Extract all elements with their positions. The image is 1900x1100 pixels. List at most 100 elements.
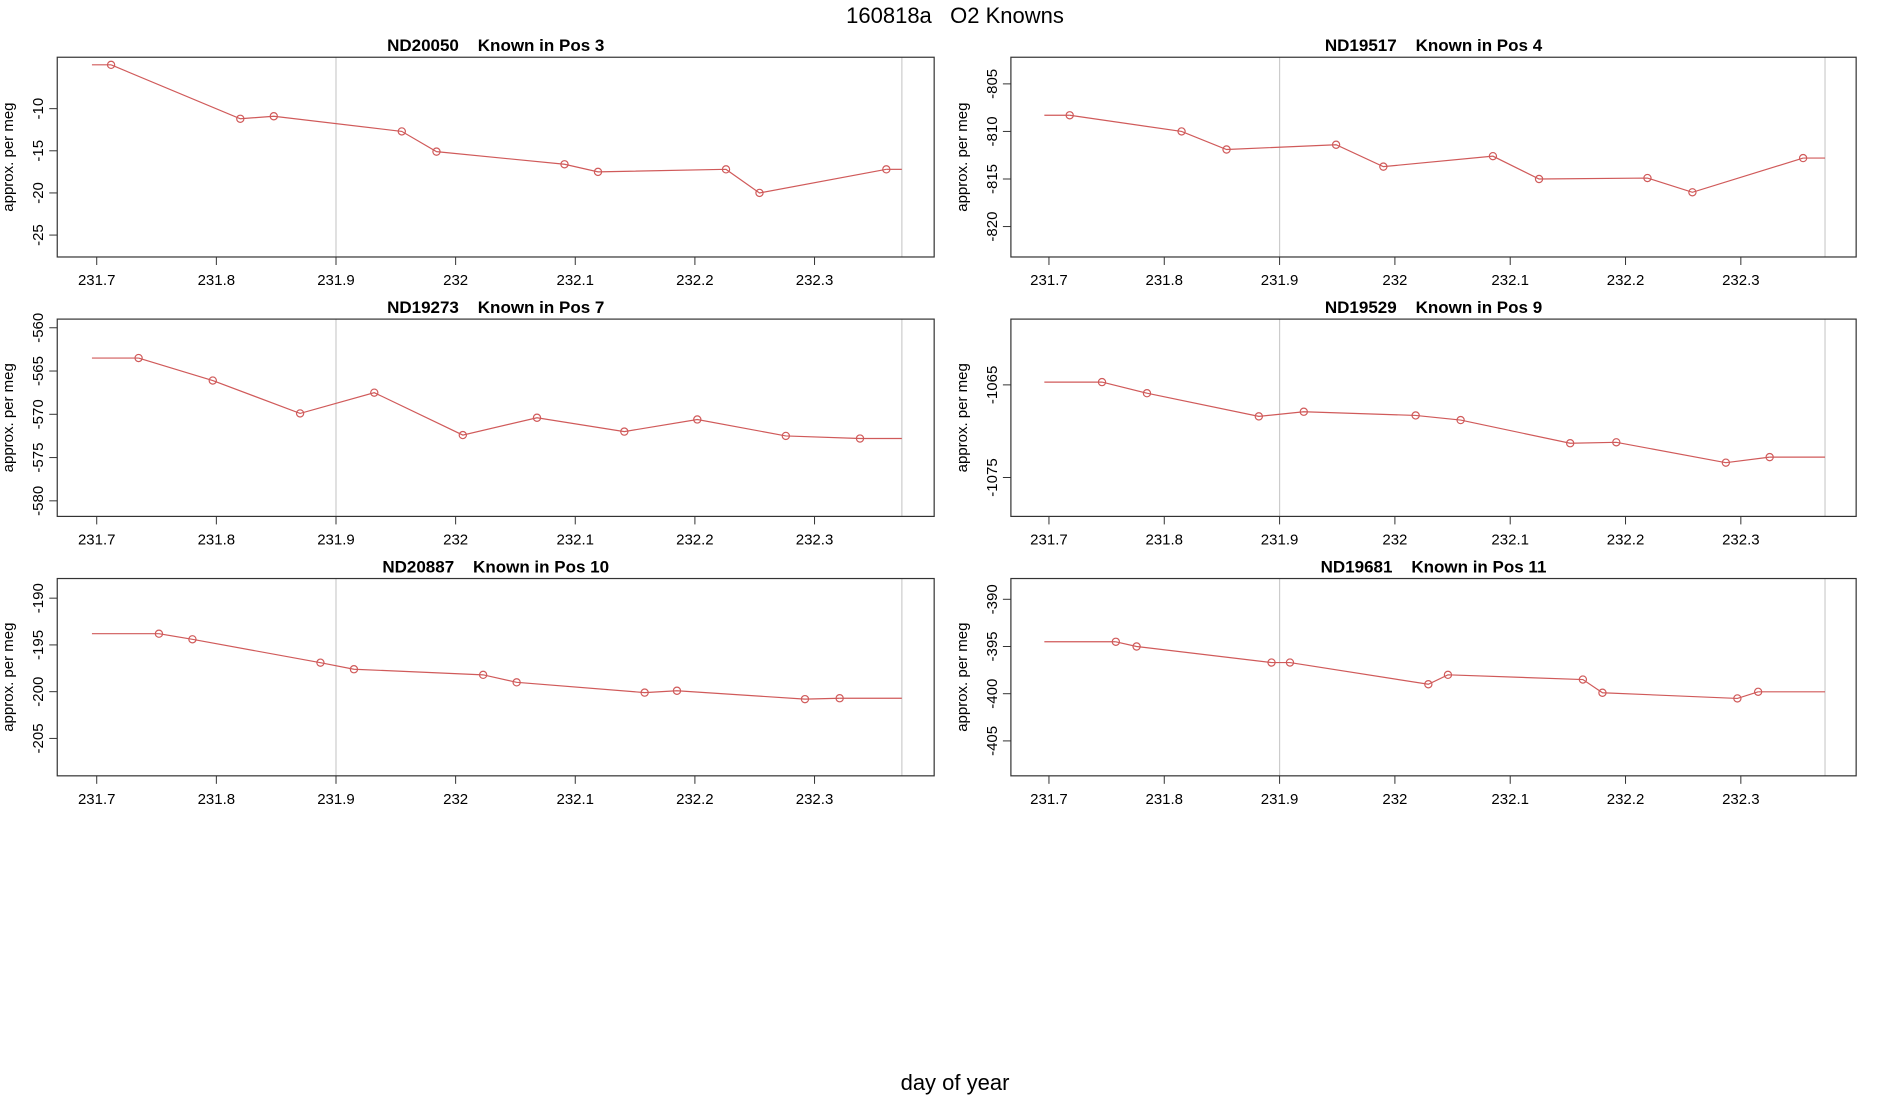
data-point — [640, 688, 649, 697]
x-tick-label: 232.1 — [556, 272, 594, 289]
data-point — [1578, 675, 1588, 684]
data-point — [1177, 127, 1186, 136]
x-tick-label: 231.9 — [1261, 272, 1299, 289]
x-tick-label: 231.8 — [1145, 531, 1183, 548]
panel: 231.7 231.8 231.9 232 232.1 232.2 232.3 -10 -15 -… — [0, 36, 935, 289]
x-tick-label: 232.2 — [676, 272, 714, 289]
y-tick-label: -400 — [984, 679, 1001, 709]
y-tick-label: -10 — [30, 98, 47, 120]
data-point — [397, 127, 406, 136]
x-tick-label: 231.8 — [198, 791, 236, 808]
data-point — [1612, 438, 1621, 447]
y-tick-label: -570 — [30, 399, 47, 429]
data-point — [1488, 151, 1498, 161]
y-tick-label: -1075 — [984, 458, 1001, 496]
data-line — [1101, 381, 1770, 464]
data-point — [721, 165, 731, 174]
x-tick-label: 232.1 — [556, 531, 594, 548]
plot-frame — [1010, 318, 1857, 518]
y-axis-label: approx. per meg — [0, 363, 17, 472]
y-tick-label: -195 — [30, 630, 47, 660]
data-point — [755, 188, 764, 198]
x-tick-label: 231.9 — [1261, 531, 1299, 548]
x-tick-label: 232.2 — [1607, 791, 1645, 808]
x-tick-label: 232.1 — [1491, 531, 1529, 548]
data-point — [1299, 407, 1308, 416]
y-tick-label: -405 — [984, 726, 1001, 756]
data-point — [1285, 658, 1295, 667]
panel-title: ND19517 Known in Pos 4 — [1325, 36, 1543, 55]
x-tick-label: 232 — [1382, 272, 1407, 289]
x-tick-label: 232.3 — [796, 791, 834, 808]
panel-title: ND20050 Known in Pos 3 — [387, 36, 604, 55]
data-point — [316, 658, 325, 667]
data-point — [134, 353, 143, 363]
data-point — [1643, 173, 1652, 183]
y-tick-label: -190 — [30, 583, 47, 613]
x-tick-label: 231.7 — [78, 791, 116, 808]
plot-frame — [1010, 56, 1857, 258]
data-point — [1443, 670, 1453, 680]
data-point — [512, 678, 521, 687]
data-point — [370, 388, 379, 397]
data-point — [560, 160, 569, 169]
x-axis-label: day of year — [901, 1070, 1010, 1095]
data-point — [1379, 162, 1388, 171]
data-point — [1798, 153, 1808, 163]
panel-title: ND19273 Known in Pos 7 — [387, 298, 604, 317]
data-point — [593, 167, 603, 177]
x-tick-label: 232.3 — [1722, 272, 1760, 289]
y-tick-label: -805 — [984, 69, 1001, 99]
x-tick-label: 232.3 — [796, 272, 834, 289]
y-tick-label: -560 — [30, 313, 47, 343]
data-point — [458, 430, 468, 440]
x-tick-label: 232 — [1382, 531, 1407, 548]
data-point — [1733, 694, 1742, 703]
x-tick-label: 231.9 — [1261, 791, 1299, 808]
data-point — [349, 665, 359, 674]
y-tick-label: -565 — [30, 356, 47, 386]
x-tick-label: 232.2 — [676, 791, 714, 808]
x-tick-label: 232.2 — [1607, 531, 1645, 548]
data-point — [1424, 680, 1433, 689]
x-tick-label: 232.1 — [1491, 272, 1529, 289]
plot-frame — [56, 577, 935, 777]
y-axis-label: approx. per meg — [0, 623, 17, 732]
data-line — [110, 64, 887, 194]
data-line — [158, 633, 840, 700]
data-point — [269, 112, 278, 121]
x-tick-label: 232.2 — [1607, 272, 1645, 289]
data-line — [138, 357, 861, 440]
y-tick-label: -390 — [984, 584, 1001, 614]
data-point — [1065, 111, 1074, 120]
y-tick-label: -815 — [984, 164, 1001, 194]
y-tick-label: -205 — [30, 723, 47, 753]
data-point — [154, 629, 164, 638]
x-tick-label: 232 — [443, 531, 468, 548]
x-tick-label: 231.8 — [198, 531, 236, 548]
data-point — [1598, 688, 1607, 697]
x-tick-label: 231.8 — [1145, 272, 1183, 289]
panel: 231.7 231.8 231.9 232 232.1 232.2 232.3 -805 -81… — [954, 36, 1857, 289]
panel: 231.7 231.8 231.9 232 232.1 232.2 232.3 -1065 -1… — [954, 298, 1857, 548]
x-tick-label: 232.3 — [1722, 791, 1760, 808]
data-point — [781, 431, 791, 441]
x-tick-label: 231.7 — [1030, 791, 1068, 808]
data-point — [106, 60, 116, 70]
y-axis-label: approx. per meg — [954, 363, 971, 472]
y-tick-label: -15 — [30, 140, 47, 162]
data-point — [1111, 637, 1121, 646]
data-point — [478, 670, 488, 680]
x-tick-label: 232 — [443, 272, 468, 289]
data-point — [800, 694, 810, 704]
data-point — [188, 635, 197, 644]
x-tick-label: 232.1 — [1491, 791, 1529, 808]
data-point — [1132, 642, 1141, 651]
y-tick-label: -575 — [30, 443, 47, 473]
data-point — [208, 376, 217, 385]
y-axis-label: approx. per meg — [0, 102, 17, 211]
y-tick-label: -395 — [984, 631, 1001, 661]
page-title: 160818a O2 Knowns — [846, 3, 1064, 28]
x-tick-label: 232.3 — [796, 531, 834, 548]
y-tick-label: -820 — [984, 212, 1001, 242]
